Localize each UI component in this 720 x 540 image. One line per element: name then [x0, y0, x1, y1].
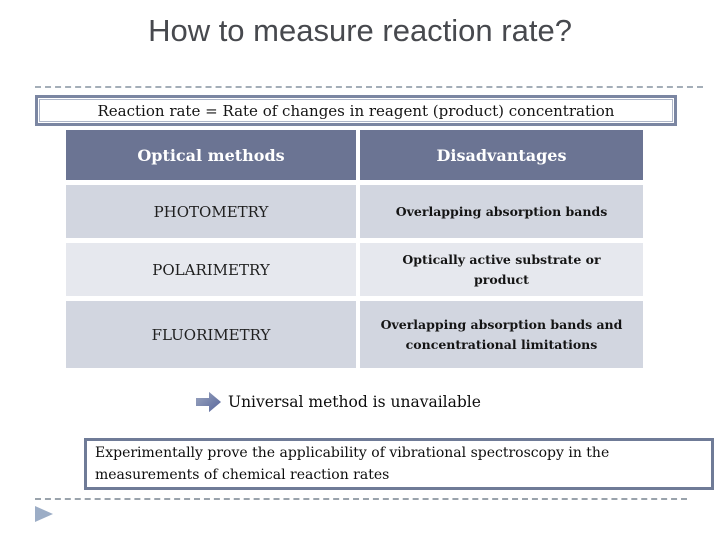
right-play-triangle-icon: [35, 506, 53, 522]
table-cell-disadvantage-photometry: Overlapping absorption bands: [360, 185, 643, 238]
table-cell-method-fluorimetry: FLUORIMETRY: [66, 301, 356, 368]
disadvantage-text: Optically active substrate or product: [402, 252, 601, 287]
conclusion-text: Universal method is unavailable: [228, 393, 481, 411]
bottom-dashed-divider: [35, 498, 687, 500]
task-text: Experimentally prove the applicability o…: [95, 445, 610, 483]
page-title: How to measure reaction rate?: [148, 13, 572, 48]
methods-table: Optical methods Disadvantages PHOTOMETRY…: [66, 130, 643, 368]
table-cell-disadvantage-fluorimetry: Overlapping absorption bands and concent…: [360, 301, 643, 368]
disadvantage-text: Overlapping absorption bands: [395, 203, 608, 219]
disadvantage-text: Overlapping absorption bands and concent…: [380, 317, 623, 352]
statement-text: Reaction rate = Rate of changes in reage…: [97, 101, 615, 120]
table-header-methods: Optical methods: [66, 130, 356, 180]
table-header-disadvantages: Disadvantages: [360, 130, 643, 180]
task-box: Experimentally prove the applicability o…: [84, 438, 714, 490]
table-cell-method-photometry: PHOTOMETRY: [66, 185, 356, 238]
table-cell-disadvantage-polarimetry: Optically active substrate or product: [360, 243, 643, 296]
table-cell-method-polarimetry: POLARIMETRY: [66, 243, 356, 296]
statement-box: Reaction rate = Rate of changes in reage…: [35, 95, 677, 126]
top-dashed-divider: [35, 86, 703, 88]
conclusion-row: Universal method is unavailable: [196, 391, 481, 413]
right-block-arrow-icon: [196, 391, 221, 413]
